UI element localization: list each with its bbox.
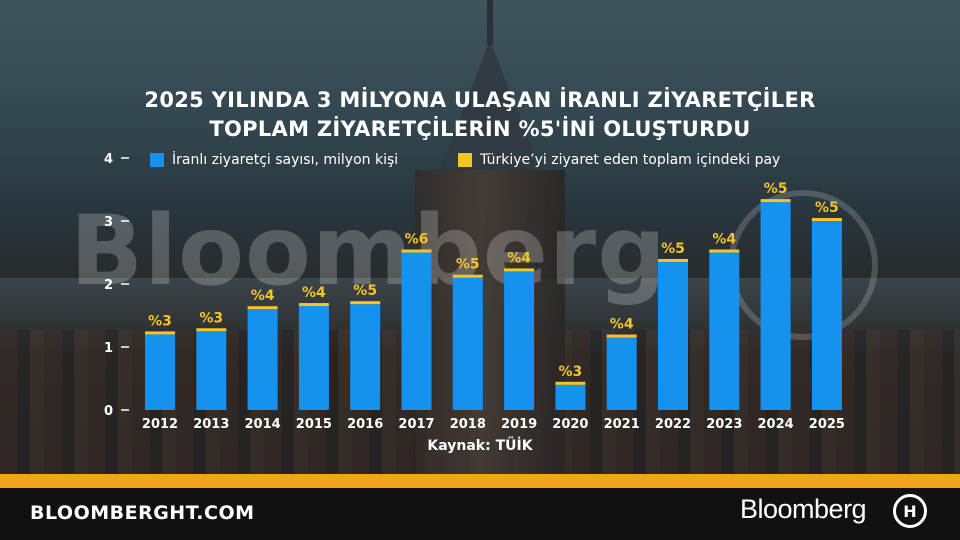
bloomberght-logo-icon: H [893,494,927,528]
y-tick-label: 3 [104,215,113,230]
share-label: %3 [148,313,172,329]
x-tick-label: 2015 [296,417,332,432]
share-label: %4 [302,285,326,301]
share-label: %6 [405,232,429,248]
bar [247,309,278,410]
x-tick-label: 2019 [501,417,537,432]
share-marker [760,199,791,203]
site-url: BLOOMBERGHT.COM [30,502,255,524]
y-tick-label: 0 [104,404,113,419]
footer-stripe [0,474,960,488]
share-marker [452,274,483,278]
bar [760,202,791,410]
legend-swatch-visitors [150,153,164,167]
share-label: %5 [661,241,685,257]
legend-label-visitors: İranlı ziyaretçi sayısı, milyon kişi [172,152,399,168]
x-tick-label: 2018 [450,417,486,432]
share-label: %4 [610,317,634,333]
share-marker [555,381,586,385]
chart-title-line-2: TOPLAM ZİYARETÇİLERİN %5'İNİ OLUŞTURDU [209,117,751,141]
tower-body [415,170,565,474]
bar [401,252,432,410]
bloomberg-watermark: Bloomberg [70,195,667,307]
x-tick-label: 2012 [142,417,178,432]
legend-label-share: Türkiye’yi ziyaret eden toplam içindeki … [480,152,781,168]
share-marker [298,303,329,307]
share-marker [709,249,740,253]
share-marker [196,328,227,332]
tower-roof [432,40,548,190]
bar [452,277,483,410]
bar [504,271,535,410]
bloomberg-logo-text: Bloomberg [740,494,867,524]
legend-swatch-share [458,153,472,167]
bar-chart: 0 1 2 3 4 %3 2012 %3 2013 %4 2014 %4 2015 %5 2016 %6 201… [104,152,845,432]
source-note: Kaynak: TÜİK [427,438,533,454]
bar [658,261,688,410]
bar [811,221,842,410]
share-label: %3 [559,364,583,380]
share-marker [811,218,842,221]
share-label: %4 [507,250,531,266]
y-tick-label: 4 [104,152,113,167]
x-tick-label: 2014 [245,417,281,432]
x-tick-label: 2016 [347,417,383,432]
share-marker [606,334,637,338]
share-marker [658,258,688,262]
x-tick-label: 2020 [552,417,588,432]
bar [709,252,740,410]
bar [350,304,381,410]
bar [606,337,637,410]
tower-spire [487,0,493,45]
y-tick-label: 1 [104,341,113,356]
bar [555,384,586,410]
share-label: %3 [199,310,223,326]
bar [196,331,227,410]
x-tick-label: 2013 [193,417,229,432]
share-marker [145,331,175,335]
share-marker [350,301,381,305]
x-tick-label: 2017 [398,417,434,432]
footer: BLOOMBERGHT.COM Bloomberg H [0,474,960,540]
share-label: %5 [815,200,839,216]
share-label: %5 [353,283,377,299]
share-marker [247,306,278,310]
share-marker [401,249,432,253]
legend-item-visitors: İranlı ziyaretçi sayısı, milyon kişi [150,150,398,170]
legend-item-share: Türkiye’yi ziyaret eden toplam içindeki … [458,150,780,170]
bar [145,334,175,410]
x-tick-label: 2021 [604,417,640,432]
bar [298,306,329,410]
x-tick-label: 2023 [706,417,742,432]
share-marker [504,268,535,272]
share-label: %4 [712,232,736,248]
logo-letter: H [903,501,917,521]
chart-title-line-1: 2025 YILINDA 3 MİLYONA ULAŞAN İRANLI ZİY… [144,88,816,112]
x-tick-label: 2024 [758,417,794,432]
x-tick-label: 2022 [655,417,691,432]
share-label: %5 [764,181,788,197]
chart-title: 2025 YILINDA 3 MİLYONA ULAŞAN İRANLI ZİY… [0,86,960,144]
y-tick-label: 2 [104,278,113,293]
share-label: %4 [251,288,275,304]
share-label: %5 [456,257,480,273]
x-tick-label: 2025 [809,417,845,432]
